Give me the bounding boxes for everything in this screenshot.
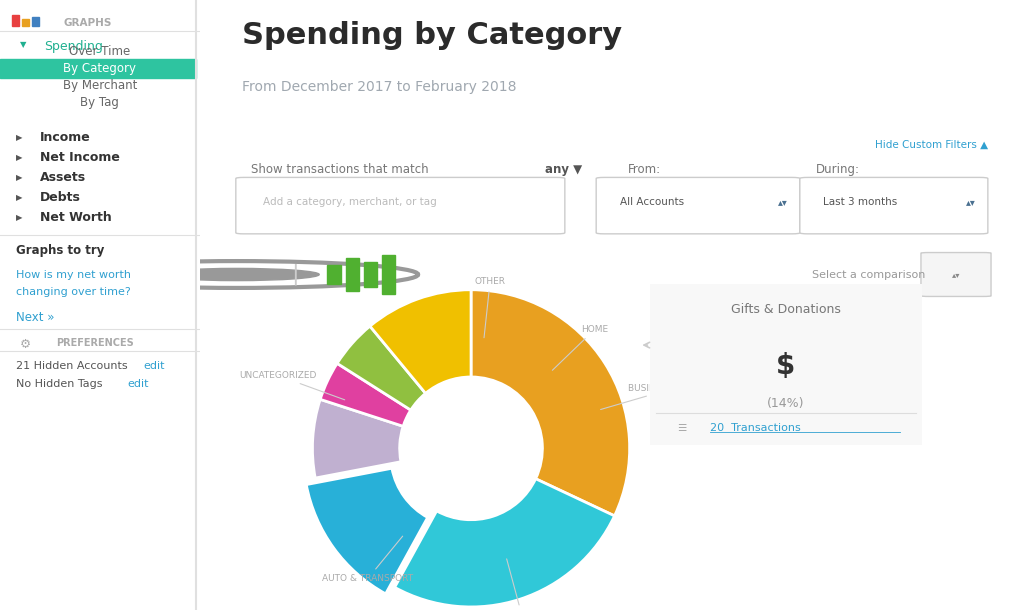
Text: HOME: HOME bbox=[552, 325, 608, 370]
FancyBboxPatch shape bbox=[800, 178, 988, 234]
Text: During:: During: bbox=[815, 163, 859, 176]
Text: How is my net worth: How is my net worth bbox=[16, 270, 131, 279]
Text: 21 Hidden Accounts: 21 Hidden Accounts bbox=[16, 361, 128, 371]
Text: By Category: By Category bbox=[63, 62, 136, 75]
Wedge shape bbox=[312, 400, 403, 478]
Text: Graphs to try: Graphs to try bbox=[16, 244, 104, 257]
Text: ⚙: ⚙ bbox=[20, 338, 31, 351]
Bar bbox=[364, 262, 377, 287]
FancyBboxPatch shape bbox=[596, 178, 800, 234]
Text: GRAPHS: GRAPHS bbox=[63, 18, 113, 28]
Text: any ▼: any ▼ bbox=[545, 163, 583, 176]
Bar bbox=[32, 17, 39, 26]
Text: AUTO & TRANSPORT: AUTO & TRANSPORT bbox=[323, 536, 414, 583]
Text: OTHER: OTHER bbox=[474, 278, 506, 338]
Circle shape bbox=[155, 268, 319, 281]
Text: Over Time: Over Time bbox=[70, 45, 130, 59]
Wedge shape bbox=[321, 364, 411, 426]
Text: ▶: ▶ bbox=[16, 214, 23, 222]
Text: ▴▾: ▴▾ bbox=[778, 197, 787, 207]
Bar bbox=[12, 15, 19, 26]
Text: changing over time?: changing over time? bbox=[16, 287, 131, 296]
Text: ☰: ☰ bbox=[678, 423, 687, 432]
Text: $: $ bbox=[776, 351, 796, 379]
Text: ▶: ▶ bbox=[16, 173, 23, 182]
FancyBboxPatch shape bbox=[921, 253, 991, 296]
Text: (14%): (14%) bbox=[767, 396, 805, 410]
Text: From:: From: bbox=[628, 163, 660, 176]
Bar bbox=[0, 59, 196, 78]
Text: Net Worth: Net Worth bbox=[40, 211, 112, 224]
Text: Net Income: Net Income bbox=[40, 151, 120, 164]
Wedge shape bbox=[306, 468, 428, 594]
Text: ▶: ▶ bbox=[16, 193, 23, 202]
Text: Show transactions that match: Show transactions that match bbox=[252, 163, 436, 176]
Bar bbox=[22, 19, 29, 26]
Text: By Tag: By Tag bbox=[81, 96, 119, 109]
Bar bbox=[328, 265, 341, 284]
Text: Select a comparison: Select a comparison bbox=[812, 270, 925, 279]
Bar bbox=[382, 255, 395, 294]
Text: Last 3 months: Last 3 months bbox=[823, 197, 898, 207]
Text: ▶: ▶ bbox=[16, 133, 23, 142]
Text: ▶: ▶ bbox=[16, 153, 23, 162]
Text: 20  Transactions: 20 Transactions bbox=[710, 423, 801, 432]
Wedge shape bbox=[370, 290, 471, 393]
Text: All Accounts: All Accounts bbox=[620, 197, 684, 207]
FancyBboxPatch shape bbox=[236, 178, 565, 234]
Text: ▴▾: ▴▾ bbox=[952, 270, 961, 279]
Text: edit: edit bbox=[128, 379, 150, 389]
Text: edit: edit bbox=[143, 361, 165, 371]
Text: Gifts & Donations: Gifts & Donations bbox=[731, 303, 841, 316]
Text: Spending: Spending bbox=[44, 40, 102, 52]
FancyBboxPatch shape bbox=[645, 281, 927, 448]
Text: Add a category, merchant, or tag: Add a category, merchant, or tag bbox=[263, 197, 437, 207]
Text: ▼: ▼ bbox=[20, 40, 27, 49]
Text: |: | bbox=[291, 264, 298, 285]
Text: By Merchant: By Merchant bbox=[62, 79, 137, 92]
Text: PREFERENCES: PREFERENCES bbox=[56, 338, 134, 348]
Text: BUSINESS SERVICES: BUSINESS SERVICES bbox=[601, 384, 720, 409]
Text: Next »: Next » bbox=[16, 311, 54, 324]
Text: Spending by Category: Spending by Category bbox=[242, 21, 623, 50]
Text: UNCATEGORIZED: UNCATEGORIZED bbox=[239, 371, 345, 400]
Text: Debts: Debts bbox=[40, 191, 81, 204]
Text: No Hidden Tags: No Hidden Tags bbox=[16, 379, 102, 389]
Wedge shape bbox=[394, 479, 614, 607]
Wedge shape bbox=[471, 290, 630, 516]
Text: BILLS & UTILITIES: BILLS & UTILITIES bbox=[482, 559, 561, 610]
Text: From December 2017 to February 2018: From December 2017 to February 2018 bbox=[242, 81, 516, 95]
Wedge shape bbox=[337, 326, 426, 410]
Text: Assets: Assets bbox=[40, 171, 86, 184]
Text: ▴▾: ▴▾ bbox=[966, 197, 976, 207]
Bar bbox=[345, 257, 358, 291]
Text: Income: Income bbox=[40, 131, 91, 144]
Text: Hide Custom Filters ▲: Hide Custom Filters ▲ bbox=[874, 140, 988, 150]
